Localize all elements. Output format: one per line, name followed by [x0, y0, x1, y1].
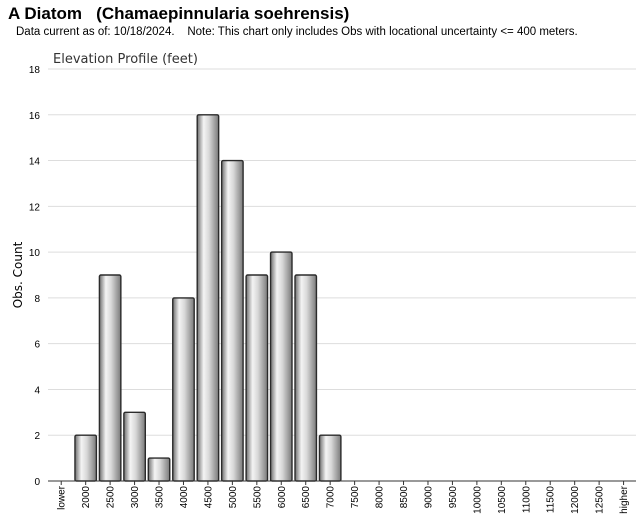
bar-2000 [74, 434, 98, 482]
x-tick-label: 4000 [179, 486, 190, 509]
bar-6500 [294, 274, 318, 482]
x-tick-label: 4500 [203, 486, 214, 509]
y-axis-label: Obs. Count [11, 241, 25, 308]
y-tick-label: 16 [29, 111, 41, 122]
x-tick-label: 6500 [301, 486, 312, 509]
grid-lines [48, 68, 636, 436]
y-tick-label: 12 [29, 202, 41, 213]
x-tick-label: 9500 [448, 486, 459, 509]
y-tick-label: 2 [34, 431, 40, 442]
y-tick-label: 6 [34, 340, 40, 351]
bar-4000 [172, 297, 195, 482]
x-tick-label: 12000 [570, 486, 581, 514]
x-tick-label: 7500 [350, 486, 361, 509]
x-tick-label: 2000 [81, 486, 92, 509]
x-tick-label: 2500 [106, 486, 117, 509]
x-tick-label: 3500 [155, 486, 166, 509]
x-tick-label: higher [619, 485, 630, 513]
bar-3000 [123, 411, 146, 482]
bar-4500 [196, 114, 220, 482]
x-tick-label: 6000 [277, 486, 288, 509]
plot-title: Elevation Profile (feet) [53, 52, 198, 67]
x-tick-label: 7000 [326, 486, 337, 509]
bar-5500 [245, 274, 269, 482]
x-tick-label: 10500 [497, 486, 508, 514]
bar-2500 [98, 274, 122, 482]
y-tick-label: 18 [29, 65, 41, 76]
x-tick-label: 11500 [546, 486, 557, 514]
x-tick-label: lower [57, 485, 68, 510]
y-tick-label: 10 [29, 248, 41, 259]
y-tick-label: 14 [29, 157, 41, 168]
bar-3500 [147, 457, 171, 482]
x-tick-label: 10000 [472, 486, 483, 514]
chart-title: A Diatom (Chamaepinnularia soehrensis) [8, 4, 350, 23]
x-tick-label: 5500 [252, 486, 263, 509]
x-tick-label: 8500 [399, 486, 410, 509]
x-tick-label: 3000 [130, 486, 141, 509]
bar-5000 [220, 159, 244, 482]
x-tick-label: 8000 [375, 486, 386, 509]
y-tick-label: 8 [34, 294, 40, 305]
x-tick-label: 5000 [228, 486, 239, 509]
bars [74, 114, 342, 482]
bar-7000 [318, 434, 342, 482]
x-tick-label: 9000 [423, 486, 434, 509]
x-tick-label: 12500 [595, 486, 606, 514]
axes: 0 2 4 6 8 10 12 14 16 18 lower 2000 2500 3000 3500 4000… [29, 65, 636, 514]
y-tick-label: 0 [34, 477, 40, 488]
y-tick-label: 4 [34, 385, 40, 396]
chart-subtitle: Data current as of: 10/18/2024. Note: Th… [16, 26, 578, 38]
bar-6000 [269, 251, 293, 482]
x-tick-label: 11000 [521, 486, 532, 514]
